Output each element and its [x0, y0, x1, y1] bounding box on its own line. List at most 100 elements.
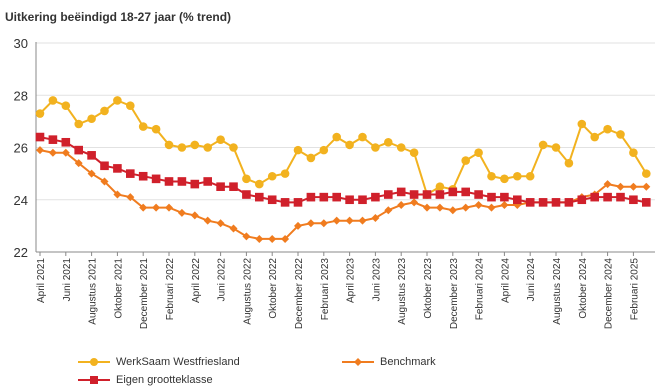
data-point[interactable] — [410, 198, 419, 207]
data-point[interactable] — [319, 192, 329, 202]
data-point[interactable] — [538, 140, 548, 150]
data-point[interactable] — [152, 203, 161, 212]
data-point[interactable] — [48, 96, 58, 105]
data-point[interactable] — [35, 109, 45, 118]
data-point[interactable] — [538, 198, 548, 207]
data-point[interactable] — [642, 182, 651, 191]
data-point[interactable] — [461, 187, 470, 197]
data-point[interactable] — [371, 192, 380, 202]
data-point[interactable] — [113, 96, 122, 105]
data-point[interactable] — [254, 179, 264, 189]
data-point[interactable] — [293, 198, 303, 207]
data-point[interactable] — [242, 174, 251, 184]
data-point[interactable] — [306, 192, 316, 202]
data-point[interactable] — [267, 195, 277, 205]
data-point[interactable] — [435, 203, 444, 212]
data-point[interactable] — [229, 143, 238, 152]
data-point[interactable] — [642, 169, 651, 178]
data-point[interactable] — [616, 130, 625, 139]
data-point[interactable] — [396, 187, 406, 197]
data-point[interactable] — [255, 234, 264, 243]
data-point[interactable] — [564, 158, 574, 168]
data-point[interactable] — [409, 148, 419, 158]
data-point[interactable] — [138, 171, 148, 181]
data-point[interactable] — [294, 221, 302, 230]
data-point[interactable] — [629, 195, 638, 205]
data-point[interactable] — [332, 192, 341, 202]
data-point[interactable] — [267, 171, 277, 181]
data-point[interactable] — [448, 206, 457, 215]
data-point[interactable] — [61, 101, 71, 110]
data-point[interactable] — [293, 145, 303, 155]
data-point[interactable] — [138, 122, 148, 131]
data-point[interactable] — [190, 211, 199, 220]
data-point[interactable] — [203, 143, 212, 152]
data-point[interactable] — [203, 216, 212, 225]
data-point[interactable] — [319, 145, 329, 155]
data-point[interactable] — [384, 206, 393, 215]
data-point[interactable] — [396, 143, 406, 152]
data-point[interactable] — [48, 148, 57, 157]
data-point[interactable] — [448, 187, 458, 197]
data-point[interactable] — [100, 177, 109, 186]
legend-item-benchmark[interactable]: Benchmark — [340, 356, 436, 368]
data-point[interactable] — [216, 135, 225, 144]
data-point[interactable] — [100, 161, 109, 171]
data-point[interactable] — [242, 232, 251, 241]
data-point[interactable] — [190, 179, 200, 189]
data-point[interactable] — [461, 203, 470, 212]
data-point[interactable] — [151, 124, 161, 134]
data-point[interactable] — [74, 119, 83, 129]
data-point[interactable] — [551, 198, 561, 207]
data-point[interactable] — [487, 192, 496, 202]
data-point[interactable] — [113, 190, 122, 199]
data-point[interactable] — [513, 195, 522, 205]
data-point[interactable] — [603, 192, 612, 202]
data-point[interactable] — [87, 114, 96, 124]
data-point[interactable] — [36, 146, 44, 155]
data-point[interactable] — [203, 177, 212, 186]
data-point[interactable] — [164, 140, 174, 150]
data-point[interactable] — [358, 216, 367, 225]
data-point[interactable] — [164, 177, 174, 186]
data-point[interactable] — [306, 153, 316, 163]
data-point[interactable] — [629, 182, 638, 191]
data-point[interactable] — [216, 219, 225, 228]
data-point[interactable] — [242, 190, 251, 199]
data-point[interactable] — [435, 182, 445, 191]
data-point[interactable] — [616, 192, 625, 202]
data-point[interactable] — [190, 140, 200, 150]
data-point[interactable] — [487, 203, 496, 212]
data-point[interactable] — [35, 132, 45, 142]
data-point[interactable] — [87, 169, 96, 178]
data-point[interactable] — [126, 169, 135, 178]
data-point[interactable] — [474, 148, 483, 158]
data-point[interactable] — [577, 195, 587, 205]
data-point[interactable] — [423, 203, 431, 212]
data-point[interactable] — [384, 190, 393, 199]
data-point[interactable] — [358, 132, 367, 142]
data-point[interactable] — [229, 224, 238, 233]
data-point[interactable] — [61, 148, 70, 157]
data-point[interactable] — [345, 195, 354, 205]
data-point[interactable] — [525, 198, 535, 207]
data-point[interactable] — [151, 174, 161, 184]
data-point[interactable] — [551, 143, 561, 152]
data-point[interactable] — [216, 182, 225, 191]
data-point[interactable] — [281, 234, 290, 243]
data-point[interactable] — [229, 182, 238, 191]
data-point[interactable] — [487, 171, 496, 181]
data-point[interactable] — [500, 200, 509, 209]
data-point[interactable] — [345, 216, 354, 225]
data-point[interactable] — [409, 190, 419, 199]
data-point[interactable] — [397, 200, 406, 209]
legend-item-eigen-grootteklasse[interactable]: Eigen grootteklasse — [76, 374, 213, 386]
data-point[interactable] — [332, 132, 342, 142]
data-point[interactable] — [371, 143, 380, 152]
data-point[interactable] — [358, 195, 367, 205]
data-point[interactable] — [461, 156, 471, 165]
data-point[interactable] — [126, 101, 135, 110]
data-point[interactable] — [255, 192, 264, 202]
data-point[interactable] — [268, 234, 277, 243]
data-point[interactable] — [384, 137, 393, 147]
